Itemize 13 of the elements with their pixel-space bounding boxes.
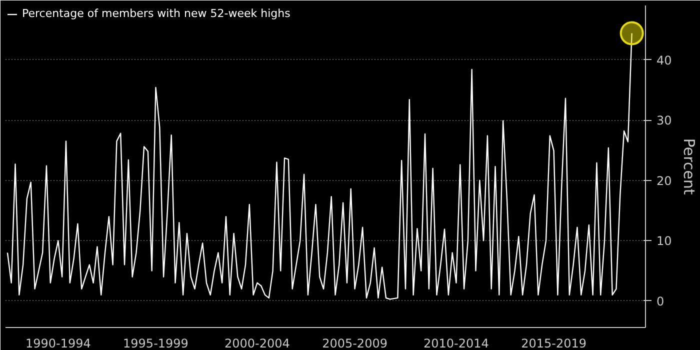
x-tick-label: 2005-2009 [322,336,388,350]
y-tick-label: 30 [656,114,672,128]
x-tick-label: 2000-2004 [224,336,290,350]
x-tick-label: 2010-2014 [424,336,489,350]
y-axis-title: Percent [680,138,698,195]
y-tick-label: 20 [656,174,672,188]
legend-label: Percentage of members with new 52-week highs [22,7,290,20]
x-tick-label: 1990-1994 [25,336,91,350]
y-tick-label: 40 [656,53,672,68]
x-tick-label: 1995-1999 [123,336,188,350]
x-tick-label: 2015-2019 [521,336,587,350]
y-tick-label: 10 [656,234,672,248]
y-tick-label: 0 [656,294,664,308]
